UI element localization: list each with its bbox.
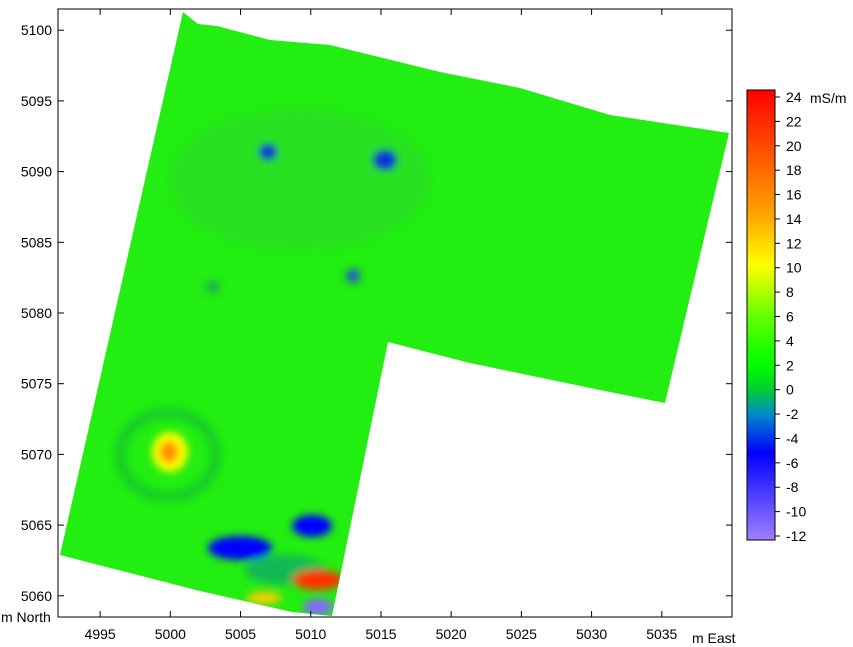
colorbar-tick-label: -4: [786, 430, 799, 446]
south-low-c: [303, 599, 333, 615]
low-anomaly-2: [373, 150, 397, 170]
colorbar-tick-label: 18: [786, 162, 802, 178]
colorbar-tick-label: -6: [786, 455, 799, 471]
colorbar-unit-label: mS/m: [810, 90, 847, 106]
low-anomaly-4: [206, 281, 220, 293]
x-tick-label: 5010: [295, 626, 326, 642]
x-tick-label: 5035: [646, 626, 677, 642]
colorbar: [746, 89, 776, 541]
x-tick-label: 5030: [576, 626, 607, 642]
y-axis-unit-label: m North: [1, 609, 51, 625]
y-tick-label: 5080: [21, 305, 52, 321]
low-anomaly-3: [346, 269, 360, 283]
colorbar-tick-label: 10: [786, 260, 802, 276]
x-tick-label: 4995: [85, 626, 116, 642]
x-tick-label: 5025: [506, 626, 537, 642]
x-tick-label: 5015: [365, 626, 396, 642]
y-tick-label: 5095: [21, 93, 52, 109]
colorbar-tick-label: 4: [786, 333, 794, 349]
high-anomaly-core: [160, 441, 178, 463]
colorbar-tick-label: 0: [786, 382, 794, 398]
colorbar-tick-label: -12: [786, 528, 806, 544]
x-tick-label: 5005: [225, 626, 256, 642]
south-high-a: [293, 570, 343, 590]
colorbar-tick-label: -8: [786, 479, 799, 495]
y-tick-label: 5100: [21, 22, 52, 38]
south-low-a: [208, 536, 272, 560]
low-anomaly-1: [259, 144, 277, 160]
south-low-b: [292, 515, 332, 537]
low-conductivity-zone: [170, 110, 430, 250]
colorbar-tick-label: 8: [786, 284, 794, 300]
y-tick-label: 5070: [21, 446, 52, 462]
y-axis-ticks: 5100 5095 5090 5085 5080 5075 5070 5065 5060: [21, 22, 732, 604]
y-tick-label: 5085: [21, 234, 52, 250]
colorbar-tick-label: 16: [786, 187, 802, 203]
colorbar-tick-label: 12: [786, 235, 802, 251]
y-tick-label: 5065: [21, 517, 52, 533]
colorbar-tick-label: -10: [786, 504, 806, 520]
colorbar-tick-label: 14: [786, 211, 802, 227]
x-tick-label: 5000: [155, 626, 186, 642]
colorbar-tick-label: 24: [786, 89, 802, 105]
colorbar-tick-label: 20: [786, 138, 802, 154]
ring-anomaly: [115, 408, 221, 502]
colorbar-tick-label: 6: [786, 309, 794, 325]
colorbar-tick-label: -2: [786, 406, 799, 422]
south-high-b: [246, 592, 282, 604]
y-tick-label: 5060: [21, 588, 52, 604]
colorbar-tick-label: 22: [786, 113, 802, 129]
y-tick-label: 5090: [21, 164, 52, 180]
x-axis-unit-label: m East: [692, 630, 736, 646]
colorbar-tick-label: 2: [786, 357, 794, 373]
x-tick-label: 5020: [436, 626, 467, 642]
y-tick-label: 5075: [21, 376, 52, 392]
x-axis-ticks: 4995 5000 5005 5010 5015 5020 5025 5030 5035: [85, 9, 678, 642]
